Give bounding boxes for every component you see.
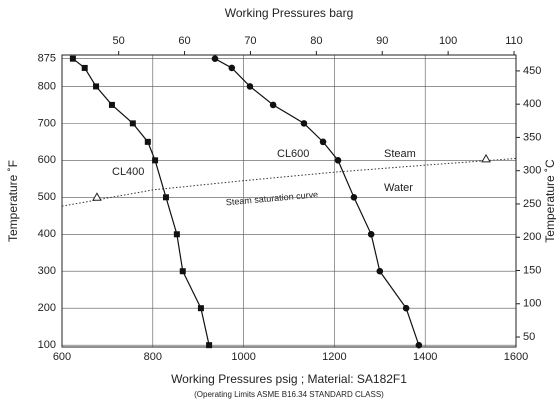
marker	[129, 120, 136, 127]
marker	[228, 64, 236, 72]
x-axis-label: Working Pressures psig ; Material: SA182…	[171, 372, 407, 386]
y2-tick-label: 400	[523, 98, 541, 110]
chart-title: Working Pressures barg	[225, 6, 354, 20]
marker	[415, 341, 423, 349]
marker	[211, 55, 219, 62]
marker	[246, 83, 254, 90]
marker	[152, 157, 159, 164]
y-tick-label: 600	[38, 154, 56, 166]
marker	[179, 268, 186, 275]
x2-tick-label: 50	[113, 35, 125, 47]
plot-frame	[61, 54, 517, 348]
marker	[81, 64, 88, 71]
marker	[319, 138, 327, 146]
x-tick-label: 1400	[413, 351, 437, 363]
x2-tick-label: 80	[310, 35, 322, 47]
series-label: CL400	[112, 166, 144, 178]
x2-tick-label: 100	[439, 35, 457, 47]
y-tick-label: 300	[38, 265, 56, 277]
y-tick-label: 400	[38, 228, 56, 240]
marker	[350, 194, 358, 201]
x-tick-label: 800	[144, 351, 162, 363]
y-tick-label: 800	[38, 80, 56, 92]
marker	[206, 342, 213, 349]
series-line	[72, 58, 210, 346]
x-tick-label: 1000	[231, 351, 255, 363]
y-axis-label: Temperature ˚F	[6, 160, 20, 242]
x2-tick-label: 60	[178, 35, 190, 47]
y2-tick-label: 350	[523, 131, 541, 143]
marker	[376, 267, 384, 275]
plot-area	[61, 51, 520, 348]
marker	[173, 231, 180, 238]
x2-tick-label: 70	[244, 35, 256, 47]
marker	[300, 120, 308, 127]
marker	[144, 138, 151, 145]
annotation: Steam	[384, 148, 416, 160]
y-tick-label: 100	[38, 339, 56, 351]
marker	[93, 83, 100, 90]
marker	[334, 157, 342, 164]
series-line	[214, 58, 420, 346]
annotation: Water	[384, 182, 413, 194]
y2-tick-label: 200	[523, 231, 541, 243]
x-tick-label: 1600	[504, 351, 528, 363]
marker	[197, 305, 204, 312]
x-tick-label: 600	[53, 351, 71, 363]
y2-axis-label: Temperature ˚C	[543, 159, 556, 243]
marker	[367, 230, 375, 238]
y-tick-label: 700	[38, 117, 56, 129]
y2-tick-label: 50	[523, 331, 535, 343]
marker	[108, 101, 115, 108]
y-tick-label: 500	[38, 191, 56, 203]
marker	[402, 304, 410, 312]
y2-tick-label: 250	[523, 198, 541, 210]
y2-tick-label: 300	[523, 165, 541, 177]
subtitle: (Operating Limits ASME B16.34 STANDARD C…	[194, 390, 384, 399]
marker	[269, 101, 277, 109]
series-label: CL600	[277, 148, 309, 160]
y-tick-label: 875	[38, 53, 56, 65]
marker	[162, 194, 169, 201]
y2-tick-label: 100	[523, 298, 541, 310]
x2-tick-label: 90	[376, 35, 388, 47]
marker	[481, 153, 491, 163]
marker	[69, 55, 76, 62]
y2-tick-label: 150	[523, 264, 541, 276]
x-tick-label: 1200	[322, 351, 346, 363]
marker	[92, 192, 102, 201]
x2-tick-label: 110	[505, 35, 523, 47]
y-tick-label: 200	[38, 302, 56, 314]
y2-tick-label: 450	[523, 65, 541, 77]
